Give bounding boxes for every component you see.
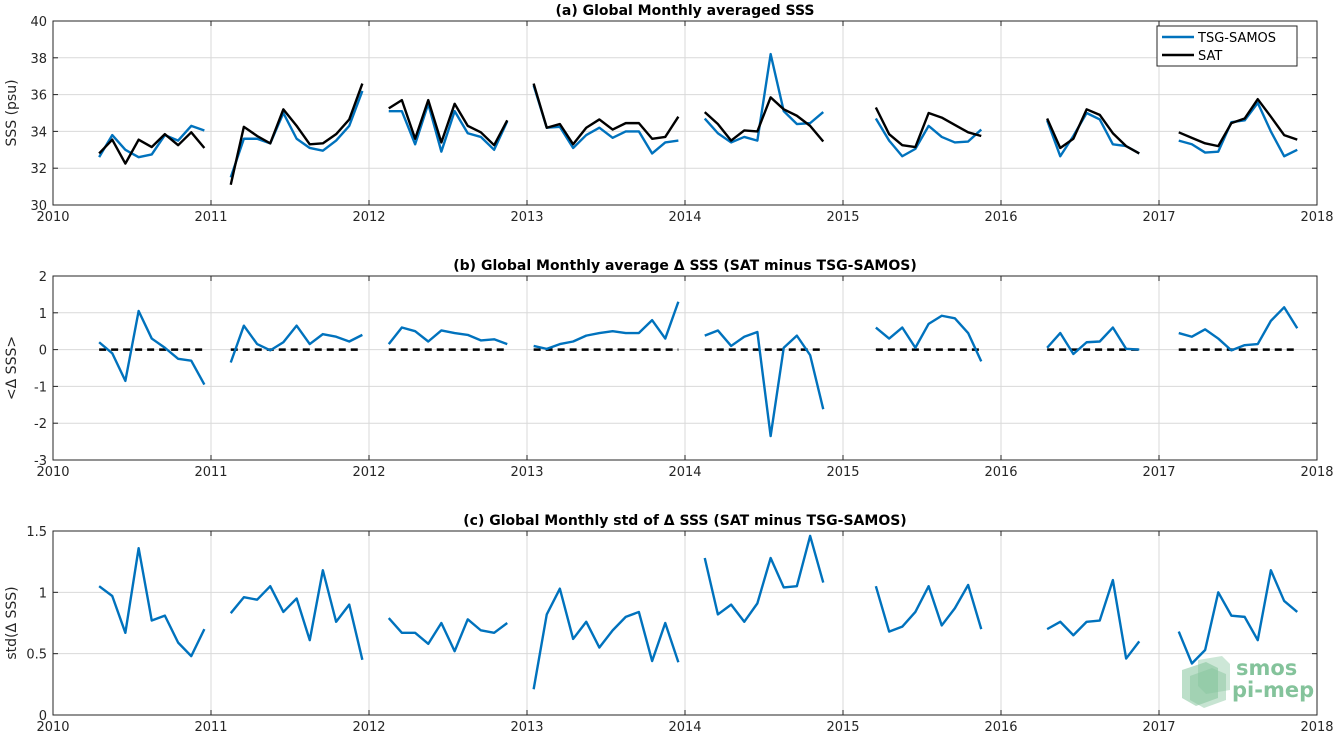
x-tick-label: 2012 <box>352 720 385 735</box>
x-tick-label: 2011 <box>194 720 227 735</box>
x-tick-label: 2012 <box>352 465 385 480</box>
series-line-sat <box>703 96 825 143</box>
chart-panel-2: 2010 2011 2012 2013 2014 2015 2016 2017 2018 0 0.5… <box>4 513 1334 735</box>
y-tick-label: 0.5 <box>26 648 47 663</box>
x-tick-label: 2014 <box>668 210 701 225</box>
series-line-tsg-samos <box>1046 111 1140 158</box>
series-line-delta-sss <box>1177 569 1299 665</box>
chart-panel-0: 2010 2011 2012 2013 2014 2015 2016 2017 2018 30 32… <box>4 3 1334 225</box>
y-axis-label: SSS (psu) <box>4 79 20 146</box>
series-line-tsg-samos <box>388 102 509 153</box>
series-line-sat <box>532 83 680 146</box>
y-tick-label: 1 <box>39 586 47 601</box>
legend-label: TSG-SAMOS <box>1197 31 1276 46</box>
x-tick-label: 2015 <box>826 720 859 735</box>
series-line-sat <box>1046 108 1140 155</box>
y-tick-label: 2 <box>39 270 47 285</box>
panel-title: (c) Global Monthly std of Δ SSS (SAT min… <box>463 513 906 529</box>
x-tick-label: 2010 <box>36 465 69 480</box>
x-tick-label: 2013 <box>510 465 543 480</box>
y-tick-label: 34 <box>30 125 47 140</box>
logo-icon <box>1190 668 1226 708</box>
y-tick-label: 1.5 <box>26 525 47 540</box>
y-tick-label: 0 <box>39 709 47 724</box>
x-tick-label: 2013 <box>510 210 543 225</box>
y-tick-label: 0 <box>39 344 47 359</box>
logo-icon <box>1198 656 1230 694</box>
x-tick-label: 2016 <box>984 210 1017 225</box>
series-line-delta-sss <box>387 326 508 346</box>
series-line-delta-sss <box>1046 326 1140 356</box>
y-tick-label: -2 <box>34 417 47 432</box>
logo-text-line2: pi-mep <box>1232 678 1314 702</box>
series-line-delta-sss <box>1178 306 1299 352</box>
x-tick-label: 2012 <box>352 210 385 225</box>
x-tick-label: 2018 <box>1300 720 1333 735</box>
x-tick-label: 2014 <box>668 465 701 480</box>
x-tick-label: 2013 <box>510 720 543 735</box>
legend-box <box>1156 25 1298 67</box>
chart-panel-1: 2010 2011 2012 2013 2014 2015 2016 2017 2018 -3 -2… <box>4 258 1334 480</box>
series-line-sat <box>1178 98 1298 148</box>
y-tick-label: 32 <box>30 162 47 177</box>
series-line-delta-sss <box>703 534 825 623</box>
panel-title: (a) Global Monthly averaged SSS <box>556 3 815 19</box>
x-tick-label: 2016 <box>984 465 1017 480</box>
x-tick-label: 2011 <box>194 210 227 225</box>
x-tick-label: 2011 <box>194 465 227 480</box>
x-tick-label: 2018 <box>1300 210 1333 225</box>
chart-legend: TSG-SAMOS SAT <box>1156 25 1298 67</box>
x-tick-label: 2014 <box>668 720 701 735</box>
x-tick-label: 2015 <box>826 465 859 480</box>
y-tick-label: 40 <box>30 15 47 30</box>
series-line-delta-sss <box>704 329 825 438</box>
y-tick-label: -3 <box>34 454 47 469</box>
x-tick-label: 2010 <box>36 720 69 735</box>
series-line-delta-sss <box>533 301 680 351</box>
series-line-tsg-samos <box>703 52 825 144</box>
x-tick-label: 2015 <box>826 210 859 225</box>
x-tick-label: 2017 <box>1142 210 1175 225</box>
y-axis-label: <Δ SSS> <box>4 336 20 400</box>
y-tick-label: 36 <box>30 89 47 104</box>
x-tick-label: 2010 <box>36 210 69 225</box>
y-axis-label: std(Δ SSS) <box>4 586 20 659</box>
y-tick-label: 1 <box>39 307 47 322</box>
legend-label: SAT <box>1198 49 1222 64</box>
series-line-delta-sss <box>387 617 508 653</box>
series-line-delta-sss <box>532 587 680 690</box>
panel-title: (b) Global Monthly average Δ SSS (SAT mi… <box>453 258 916 274</box>
x-tick-label: 2016 <box>984 720 1017 735</box>
y-tick-label: 38 <box>30 52 47 67</box>
series-line-sat <box>388 98 509 147</box>
x-tick-label: 2017 <box>1142 465 1175 480</box>
series-line-tsg-samos <box>532 85 679 155</box>
series-line-delta-sss <box>1046 578 1141 660</box>
logo-text-line1: smos <box>1236 656 1297 680</box>
logo-icon <box>1182 662 1218 706</box>
y-tick-label: -1 <box>34 380 47 395</box>
x-tick-label: 2018 <box>1300 465 1333 480</box>
x-tick-label: 2017 <box>1142 720 1175 735</box>
y-tick-label: 30 <box>30 199 47 214</box>
